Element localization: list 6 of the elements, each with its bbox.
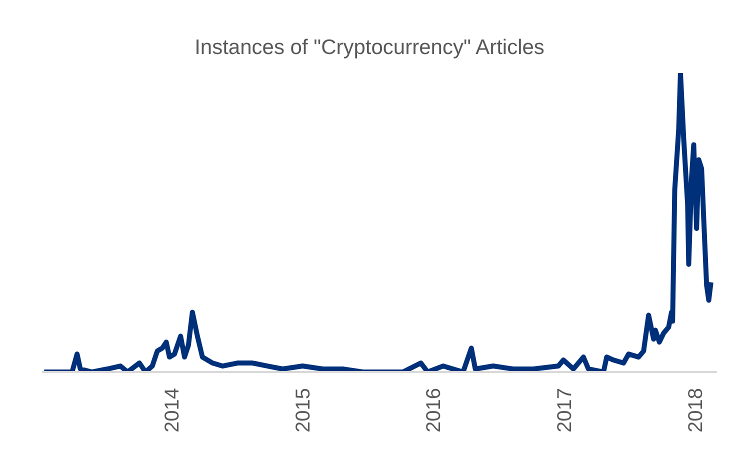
- x-tick-label: 2014: [162, 388, 184, 432]
- x-tick-label: 2016: [423, 388, 446, 432]
- x-tick-label: 2015: [292, 388, 314, 432]
- x-tick-label: 2017: [554, 388, 576, 432]
- chart-title: Instances of "Cryptocurrency" Articles: [194, 36, 546, 60]
- x-tick-label: 2018: [684, 388, 707, 432]
